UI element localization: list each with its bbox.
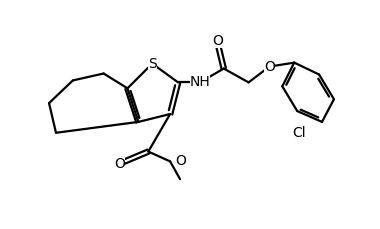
Text: O: O	[175, 154, 186, 168]
Text: O: O	[114, 157, 125, 171]
Text: NH: NH	[190, 75, 210, 89]
Text: O: O	[264, 60, 275, 74]
Text: S: S	[148, 57, 157, 71]
Text: Cl: Cl	[292, 126, 306, 140]
Text: O: O	[212, 34, 223, 48]
